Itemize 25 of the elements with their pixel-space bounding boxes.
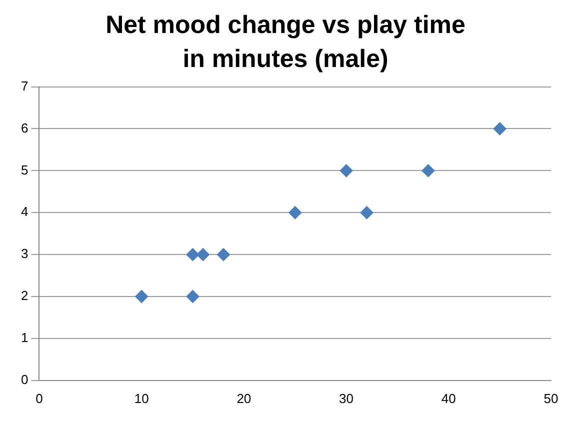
x-tick-label: 30 (339, 390, 354, 406)
point (493, 122, 506, 136)
y-tick-label: 0 (20, 372, 28, 387)
point (360, 206, 374, 220)
chart-title: Net mood change vs play time in minutes (male) (106, 10, 466, 75)
point (340, 164, 353, 178)
point (196, 248, 210, 262)
y-tick-label: 7 (20, 78, 28, 94)
x-tick-label: 50 (544, 390, 558, 406)
point (422, 164, 435, 178)
y-tick-label: 6 (20, 120, 28, 136)
x-tick-label: 0 (36, 390, 43, 406)
y-tick-label: 2 (20, 288, 28, 304)
point (216, 248, 230, 262)
point (186, 290, 200, 304)
x-tick-label: 20 (236, 390, 252, 406)
point (186, 248, 200, 262)
x-tick-label: 10 (134, 390, 149, 406)
x-tick-label: 40 (441, 390, 456, 406)
y-tick-label: 1 (20, 330, 28, 346)
y-tick-label: 4 (20, 204, 28, 220)
y-tick-label: 3 (20, 246, 28, 262)
point (288, 206, 302, 220)
y-tick-label: 5 (20, 162, 28, 178)
point (135, 290, 148, 304)
